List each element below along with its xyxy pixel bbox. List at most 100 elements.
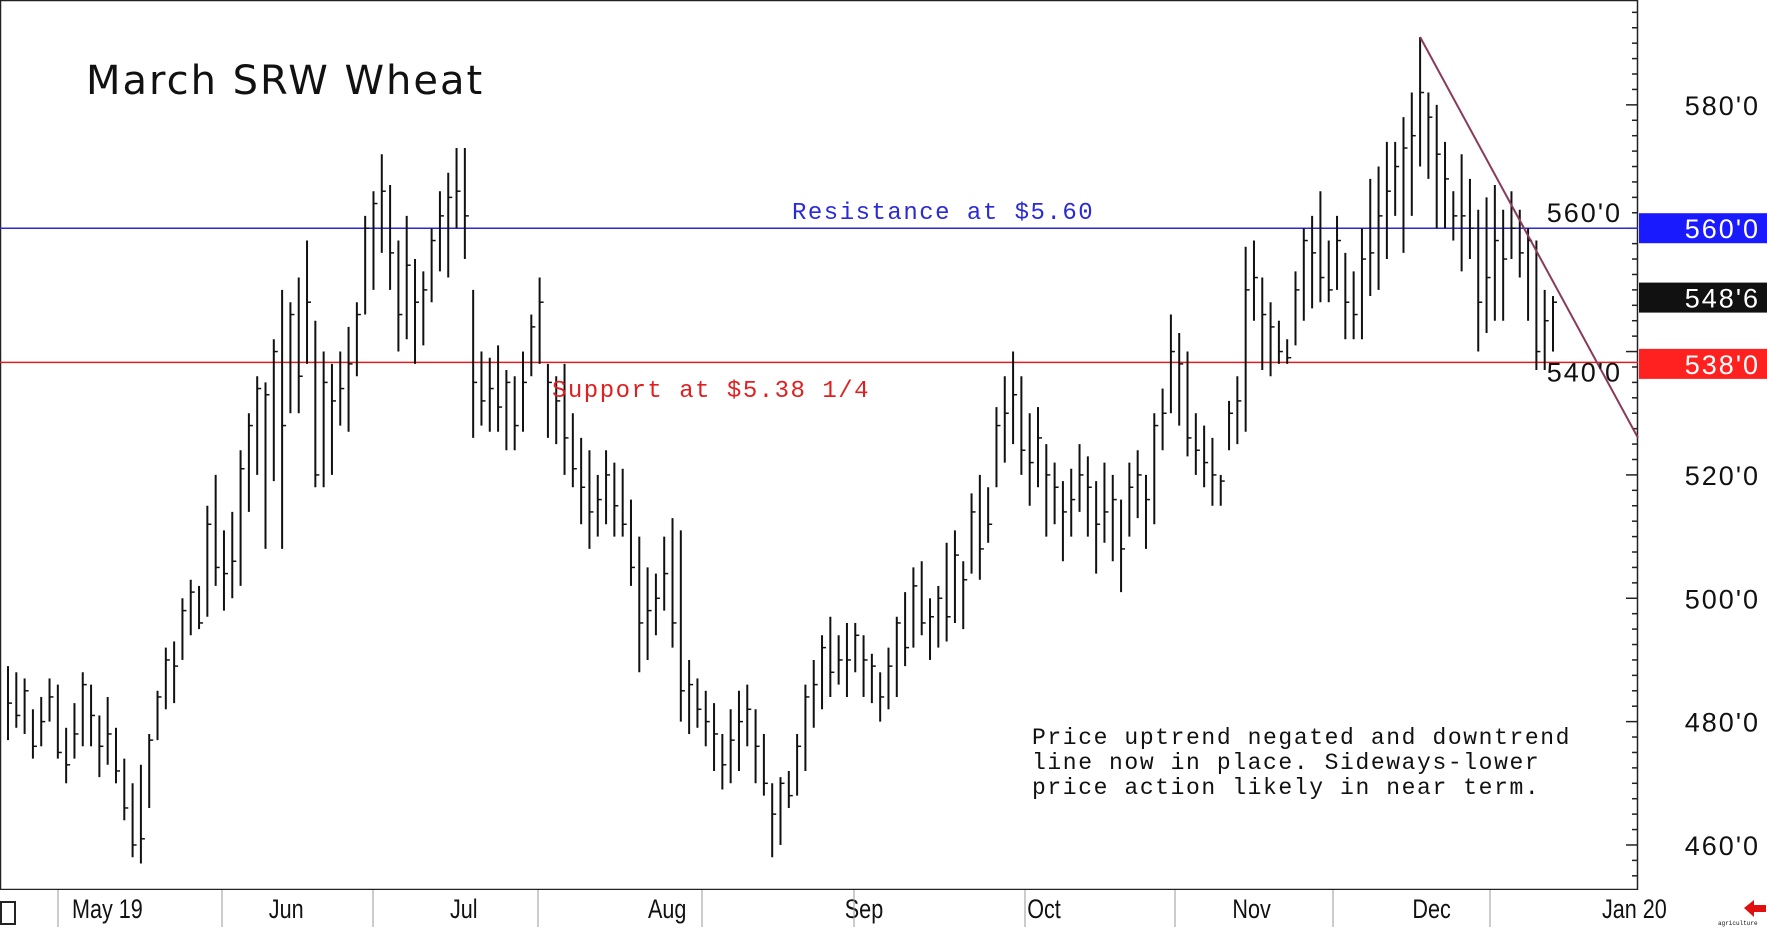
price-bar: [704, 690, 710, 747]
chart-title: March SRW Wheat: [86, 58, 484, 104]
price-bar: [380, 154, 386, 253]
price-bar: [762, 733, 768, 796]
x-axis-bar: [0, 890, 1638, 927]
price-bar: [1061, 481, 1067, 562]
price-bar: [522, 351, 527, 432]
price-bar: [256, 376, 262, 475]
price-bar: [139, 764, 145, 864]
annotation-line: Price uptrend negated and downtrend: [1032, 725, 1571, 751]
price-bar: [247, 413, 253, 512]
logo: agriculture: [1718, 900, 1766, 927]
price-bar: [937, 585, 943, 648]
price-bar: [812, 659, 818, 728]
price-bar: [1203, 425, 1209, 488]
price-bar: [231, 511, 237, 599]
price-bar: [1244, 246, 1250, 432]
price-bar: [671, 518, 677, 648]
month-label: Nov: [1232, 895, 1271, 925]
downtrend-line: [1419, 36, 1639, 439]
price-bar: [1344, 252, 1350, 340]
y-tick-label: 580'0: [1685, 91, 1760, 121]
price-bar: [854, 622, 860, 673]
price-marker-label: 538'0: [1685, 350, 1760, 380]
price-markers: 560'0 548'6 538'0: [1639, 213, 1767, 380]
price-bar: [638, 536, 644, 673]
price-bar: [754, 709, 760, 784]
price-marker-box: [1639, 213, 1767, 244]
price-bar: [314, 320, 320, 488]
price-bar: [1020, 376, 1026, 475]
price-bar: [90, 684, 96, 747]
price-bar: [1169, 314, 1175, 414]
price-bar: [430, 228, 436, 303]
price-bar: [414, 259, 420, 364]
price-bar: [181, 598, 187, 660]
price-bar: [156, 690, 162, 741]
price-bar: [862, 635, 868, 697]
logo-text: agriculture: [1718, 920, 1758, 927]
price-bar: [339, 351, 345, 426]
price-bar: [895, 616, 901, 697]
price-bar: [771, 783, 777, 858]
month-label: Oct: [1027, 895, 1061, 925]
price-bar: [330, 363, 336, 475]
price-bar: [480, 351, 486, 426]
price-marker-box: [1639, 348, 1767, 379]
price-bar: [870, 653, 876, 704]
price-bar: [654, 573, 660, 636]
support-label: Support at $5.38 1/4: [552, 378, 870, 405]
price-bar: [1410, 92, 1416, 216]
price-bar: [15, 672, 21, 728]
price-bar: [970, 493, 976, 574]
price-bar: [372, 191, 378, 290]
price-bar: [222, 530, 228, 611]
price-bar: [746, 684, 752, 747]
price-bar: [804, 684, 810, 771]
price-bar: [696, 678, 702, 728]
price-bar: [306, 240, 312, 364]
price-bar: [1086, 456, 1092, 537]
price-bar: [1419, 37, 1425, 167]
annotation-line: price action likely in near term.: [1032, 775, 1540, 801]
price-bar: [904, 592, 910, 667]
price-bar: [821, 635, 827, 710]
price-bar: [613, 462, 619, 537]
price-bar: [40, 696, 46, 747]
price-bar: [588, 450, 594, 549]
price-bar: [688, 659, 694, 734]
price-bar: [1144, 474, 1150, 549]
price-bar: [1377, 166, 1383, 290]
price-bar: [463, 148, 469, 260]
price-bar: [729, 709, 735, 784]
price-bar: [272, 339, 278, 482]
price-bar: [1028, 413, 1034, 506]
price-bar: [787, 770, 793, 808]
price-bar: [1120, 499, 1126, 593]
price-bar: [555, 376, 561, 445]
price-bar: [580, 437, 586, 525]
price-bar: [389, 185, 395, 290]
price-bar: [646, 567, 652, 660]
price-bar: [945, 542, 951, 642]
price-bar: [713, 703, 719, 771]
price-bar: [1311, 215, 1317, 309]
price-bar: [1327, 240, 1333, 303]
price-bar: [1302, 228, 1308, 321]
price-bar: [829, 616, 835, 697]
price-bar: [571, 413, 577, 488]
scroll-handle[interactable]: [0, 901, 16, 925]
month-label: Jul: [450, 895, 478, 925]
price-bar: [737, 690, 743, 771]
price-bar: [1477, 209, 1483, 352]
price-bar: [1228, 400, 1234, 451]
price-bar: [455, 148, 461, 229]
red-arrow-icon: [1744, 900, 1766, 917]
price-bar: [629, 499, 635, 586]
month-label: Jan 20: [1602, 895, 1667, 925]
month-label: Sep: [845, 895, 883, 925]
price-bar: [837, 635, 843, 685]
price-bar: [1111, 474, 1117, 562]
price-bar: [56, 684, 62, 759]
price-bar: [364, 215, 370, 315]
